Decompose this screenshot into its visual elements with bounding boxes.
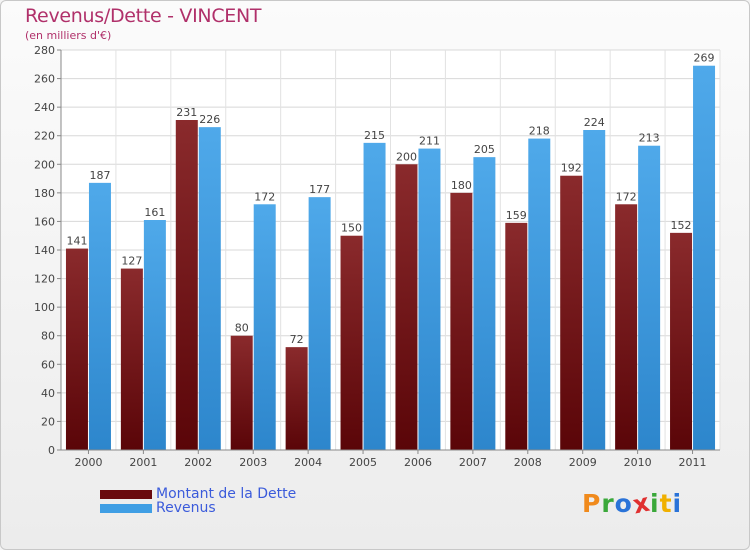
x-tick-label: 2005 (349, 456, 377, 469)
data-label: 269 (694, 52, 715, 65)
y-tick-label: 40 (41, 387, 55, 400)
data-label: 192 (561, 162, 582, 175)
legend-swatch-debt (100, 489, 152, 499)
data-label: 200 (396, 150, 417, 163)
x-tick-label: 2006 (404, 456, 432, 469)
bar-revenus (363, 142, 386, 450)
data-label: 215 (364, 129, 385, 142)
y-tick-label: 200 (34, 158, 55, 171)
x-tick-label: 2001 (129, 456, 157, 469)
grid (60, 49, 721, 451)
y-tick-label: 220 (34, 130, 55, 143)
x-tick-label: 2009 (569, 456, 597, 469)
x-tick-label: 2000 (74, 456, 102, 469)
bar-revenus (528, 138, 551, 451)
x-tick-label: 2003 (239, 456, 267, 469)
legend-label-revenus: Revenus (156, 500, 216, 516)
chart-subtitle: (en milliers d'€) (25, 29, 112, 42)
bar-debt (175, 120, 198, 450)
bar-revenus (143, 220, 166, 450)
bar-debt (285, 347, 308, 450)
data-label: 161 (144, 206, 165, 219)
bar-debt (505, 222, 528, 450)
data-label: 141 (66, 235, 87, 248)
bar-debt (560, 175, 583, 450)
data-label: 172 (254, 190, 275, 203)
data-label: 72 (290, 333, 304, 346)
bar-revenus (308, 197, 331, 450)
data-label: 205 (474, 143, 495, 156)
bars (65, 65, 716, 451)
y-tick-label: 80 (41, 330, 55, 343)
bar-revenus (638, 145, 661, 450)
bar-revenus (88, 182, 111, 450)
legend-label-debt: Montant de la Dette (156, 486, 297, 502)
y-tick-label: 100 (34, 301, 55, 314)
data-label: 152 (671, 219, 692, 232)
bar-revenus (418, 148, 441, 451)
bar-revenus (198, 127, 221, 451)
proxiti-logo: Proxiti (582, 487, 683, 520)
y-tick-label: 140 (34, 244, 55, 257)
x-tick-label: 2008 (514, 456, 542, 469)
bar-revenus (583, 130, 606, 450)
bar-revenus (253, 204, 276, 450)
x-tick-label: 2004 (294, 456, 322, 469)
data-label: 180 (451, 179, 472, 192)
data-label: 172 (616, 190, 637, 203)
data-label: 177 (309, 183, 330, 196)
bar-debt (450, 192, 473, 450)
bar-revenus (473, 157, 496, 450)
x-tick-label: 2011 (679, 456, 707, 469)
data-label: 218 (529, 125, 550, 138)
bar-debt (340, 235, 363, 450)
bar-debt (65, 248, 88, 450)
data-label: 231 (176, 106, 197, 119)
legend-swatch-revenus (100, 503, 152, 513)
axes: 0 20 40 60 80 100 120 140 160 180 200 220 240 260 280 2… (34, 44, 720, 469)
x-tick-label: 2007 (459, 456, 487, 469)
y-tick-label: 180 (34, 187, 55, 200)
bar-debt (395, 164, 418, 451)
data-label: 187 (89, 169, 110, 182)
data-label: 226 (199, 113, 220, 126)
y-tick-label: 260 (34, 73, 55, 86)
y-tick-label: 280 (34, 44, 55, 57)
x-tick-label: 2002 (184, 456, 212, 469)
data-label: 127 (121, 255, 142, 268)
legend-item-debt: Montant de la Dette (100, 486, 297, 502)
y-tick-label: 160 (34, 215, 55, 228)
y-tick-label: 240 (34, 101, 55, 114)
data-label: 213 (639, 132, 660, 145)
bar-debt (670, 232, 693, 450)
bar-debt (230, 335, 253, 450)
data-label: 224 (584, 116, 605, 129)
bar-revenus (693, 65, 716, 450)
data-label: 159 (506, 209, 527, 222)
y-tick-label: 0 (48, 444, 55, 457)
y-tick-label: 60 (41, 358, 55, 371)
legend-item-revenus: Revenus (100, 500, 216, 516)
bar-debt (120, 268, 143, 450)
chart-title: Revenus/Dette - VINCENT (25, 5, 262, 27)
y-tick-label: 20 (41, 415, 55, 428)
data-label: 211 (419, 135, 440, 148)
y-tick-label: 120 (34, 273, 55, 286)
data-label: 80 (235, 322, 249, 335)
bar-debt (615, 204, 638, 450)
x-tick-label: 2010 (624, 456, 652, 469)
data-label: 150 (341, 222, 362, 235)
